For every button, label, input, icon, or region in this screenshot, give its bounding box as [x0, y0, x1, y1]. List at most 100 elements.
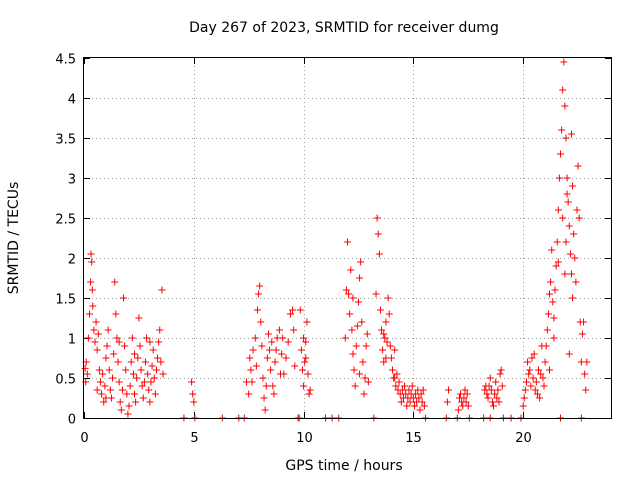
data-point	[375, 250, 383, 258]
data-point	[149, 346, 157, 354]
data-point	[533, 390, 541, 398]
data-point	[406, 398, 414, 406]
data-point	[131, 350, 139, 358]
data-point	[127, 358, 135, 366]
data-point	[492, 378, 500, 386]
data-point	[342, 286, 350, 294]
data-point	[158, 286, 166, 294]
data-point	[358, 318, 366, 326]
axis-ticks: 0 0.5 1 1.5 2 2.5 3 3.5 4 4.5 0 5 10 15 20	[55, 53, 611, 446]
data-point	[391, 346, 399, 354]
data-point	[155, 338, 163, 346]
data-point	[304, 370, 312, 378]
x-axis-label: GPS time / hours	[285, 458, 402, 474]
data-point	[578, 330, 586, 338]
data-point	[278, 350, 286, 358]
data-point	[546, 366, 554, 374]
data-point	[389, 366, 397, 374]
data-point	[556, 150, 564, 158]
data-point	[521, 386, 529, 394]
data-point	[98, 390, 106, 398]
data-point	[561, 102, 569, 110]
data-point	[91, 338, 99, 346]
data-point	[124, 410, 132, 418]
data-point	[252, 362, 260, 370]
data-point	[264, 330, 272, 338]
data-point	[364, 378, 372, 386]
data-point	[120, 294, 128, 302]
data-point	[85, 310, 93, 318]
data-point	[261, 406, 269, 414]
data-point	[190, 398, 198, 406]
data-point	[454, 406, 462, 414]
data-point	[258, 342, 266, 350]
grid	[84, 58, 611, 418]
data-point	[494, 386, 502, 394]
data-point	[138, 382, 146, 390]
data-point	[134, 354, 142, 362]
data-point	[347, 266, 355, 274]
data-point	[291, 362, 299, 370]
data-point	[443, 398, 451, 406]
data-point	[487, 386, 495, 394]
plot-frame	[83, 57, 612, 419]
data-point	[385, 310, 393, 318]
data-point	[95, 366, 103, 374]
data-point	[139, 394, 147, 402]
data-point	[551, 286, 559, 294]
data-point	[565, 222, 573, 230]
data-point	[189, 390, 197, 398]
data-point	[484, 394, 492, 402]
data-point	[284, 338, 292, 346]
data-point	[109, 374, 117, 382]
data-point	[117, 406, 125, 414]
data-point	[87, 250, 95, 258]
data-point	[296, 306, 304, 314]
data-point	[481, 386, 489, 394]
data-point	[262, 382, 270, 390]
data-point	[378, 326, 386, 334]
data-point	[497, 366, 505, 374]
data-point	[83, 370, 91, 378]
data-point	[549, 298, 557, 306]
data-point	[99, 370, 107, 378]
x-tick-label: 5	[190, 431, 198, 446]
data-point	[418, 398, 426, 406]
data-point	[380, 358, 388, 366]
data-point	[256, 282, 264, 290]
data-point	[485, 382, 493, 390]
y-tick-label: 2	[68, 253, 76, 268]
data-point	[251, 334, 259, 342]
data-point	[483, 390, 491, 398]
data-point	[266, 346, 274, 354]
data-point	[415, 394, 423, 402]
data-point	[132, 398, 140, 406]
data-point	[552, 262, 560, 270]
data-point	[106, 386, 114, 394]
data-point	[522, 378, 530, 386]
data-point	[361, 374, 369, 382]
data-point	[550, 334, 558, 342]
data-point	[259, 374, 267, 382]
data-point	[372, 290, 380, 298]
y-tick-label: 4	[68, 93, 76, 108]
data-point	[564, 198, 572, 206]
data-point	[498, 382, 506, 390]
data-point	[129, 370, 137, 378]
data-point	[558, 126, 566, 134]
data-point	[103, 342, 111, 350]
data-point	[376, 306, 384, 314]
data-point	[144, 370, 152, 378]
data-point	[352, 342, 360, 350]
data-point	[563, 190, 571, 198]
data-point	[548, 246, 556, 254]
data-point	[131, 390, 139, 398]
data-point	[145, 386, 153, 394]
x-tick-label: 20	[515, 431, 532, 446]
data-point	[257, 318, 265, 326]
data-point	[302, 338, 310, 346]
data-point	[156, 326, 164, 334]
data-point	[495, 398, 503, 406]
data-point	[93, 346, 101, 354]
data-point	[460, 394, 468, 402]
